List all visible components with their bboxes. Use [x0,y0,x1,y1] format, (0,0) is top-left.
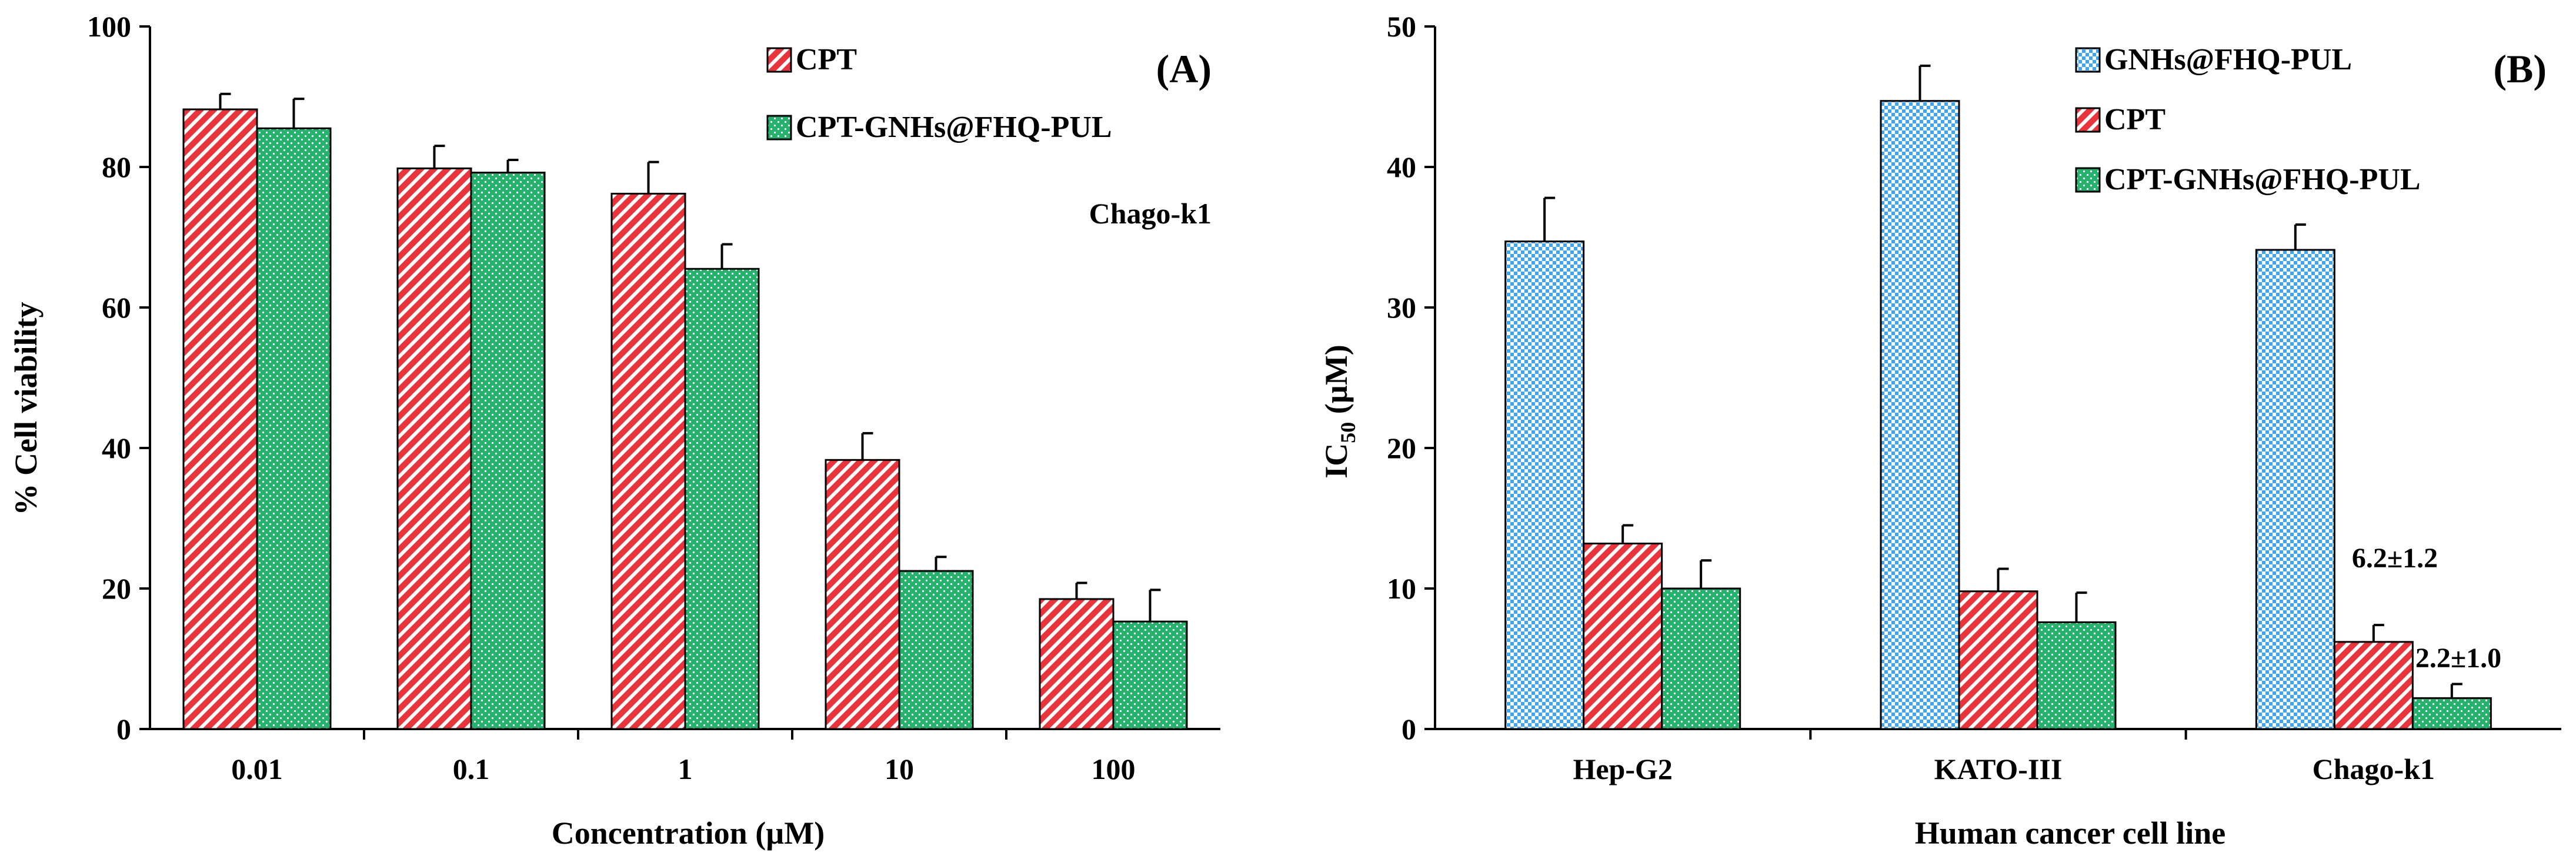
panel-a-legend-swatch-cpt-gnhs-fhq-pul [766,115,792,141]
panel-b-x-tick-label: Chago-k1 [2313,753,2435,785]
panel-b-bar-cpt-gnhs-fhq-pul-kato-iii [2036,621,2117,730]
panel-b-x-tick-label: KATO-III [1934,753,2063,785]
panel-a-annotation: Chago-k1 [1089,197,1212,230]
panel-b-ylabel: IC50 (µM) [1319,345,1360,479]
panel-b-y-tick-label: 30 [1387,291,1416,324]
panel-a-ylabel: % Cell viability [8,302,44,516]
panel-a-y-tick-label: 100 [87,10,131,43]
panel-b-legend-label-gnhs-fhq-pul: GNHs@FHQ-PUL [2104,43,2352,76]
panel-b-bar-cpt-kato-iii [1958,590,2038,730]
panel-a-y-tick-label: 60 [102,291,131,324]
panel-a-bar-cpt-gnhs-fhq-pul-1 [684,268,760,730]
panel-b-bar-cpt-gnhs-fhq-pul-chago-k1 [2411,697,2492,730]
panel-b: 0 10 20 30 40 50 Hep-G2 KATO-III Chago-k1 GNHs@FH… [1319,10,2561,851]
panel-a-x-tick-label: 0.1 [453,753,490,785]
panel-a-bar-cpt-gnhs-fhq-pul-0-1 [470,172,546,730]
panel-b-annotation-cpt-gnhs: 2.2±1.0 [2415,643,2501,674]
panel-a-bar-cpt-gnhs-fhq-pul-0-01 [256,127,332,730]
panel-a-x-tick-label: 1 [678,753,693,785]
panel-b-y-tick-label: 40 [1387,151,1416,183]
panel-b-bar-cpt-gnhs-fhq-pul-hep-g2 [1661,587,1741,730]
panel-a-plot: 0 20 40 60 80 100 0.01 0.1 1 10 100 CPT CPT-GNHs@FHQ… [87,10,1220,785]
panel-a-y-tick-label: 0 [116,713,131,745]
panel-b-y-tick-label: 10 [1387,572,1416,605]
panel-a-xlabel: Concentration (µM) [552,815,825,851]
panel-a-bar-cpt-gnhs-fhq-pul-100 [1112,620,1188,730]
panel-a-bar-cpt-100 [1039,598,1115,730]
panel-b-legend-label-cpt: CPT [2104,103,2165,136]
panel-b-bar-gnhs-fhq-pul-hep-g2 [1504,240,1585,730]
panel-a-bar-cpt-0-01 [182,108,258,730]
panel-a-bar-cpt-1 [610,192,686,730]
panel-a-label: (A) [1156,46,1212,91]
panel-a: 0 20 40 60 80 100 0.01 0.1 1 10 100 CPT CPT-GNHs@FHQ… [8,10,1220,851]
panel-b-legend-swatch-cpt-gnhs-fhq-pul [2075,167,2101,193]
panel-b-legend-swatch-cpt [2075,107,2101,133]
panel-a-bar-cpt-gnhs-fhq-pul-10 [898,570,974,730]
panel-a-x-tick-label: 100 [1092,753,1136,785]
panel-b-y-tick-label: 20 [1387,432,1416,464]
panel-b-legend-label-cpt-gnhs-fhq-pul: CPT-GNHs@FHQ-PUL [2104,163,2421,196]
panel-b-plot: 0 10 20 30 40 50 Hep-G2 KATO-III Chago-k1 GNHs@FH… [1387,10,2561,785]
panel-b-xlabel: Human cancer cell line [1915,815,2225,851]
panel-a-x-tick-label: 0.01 [231,753,283,785]
panel-b-annotation-cpt: 6.2±1.2 [2352,543,2438,574]
panel-a-legend-label-cpt: CPT [796,43,857,76]
panel-b-bar-cpt-chago-k1 [2333,641,2414,730]
panel-a-y-tick-label: 20 [102,572,131,605]
panel-b-ylabel-unit: (µM) [1319,345,1354,422]
panel-b-x-tick-label: Hep-G2 [1573,753,1672,785]
panel-b-y-tick-label: 0 [1402,713,1416,745]
panel-b-ylabel-sub: 50 [1336,422,1360,443]
panel-a-bar-cpt-10 [825,459,900,730]
panel-a-bar-cpt-0-1 [396,167,472,730]
panel-b-bar-gnhs-fhq-pul-kato-iii [1880,100,1960,730]
panel-b-legend-swatch-gnhs-fhq-pul [2075,47,2101,73]
panel-a-x-tick-label: 10 [885,753,914,785]
panel-b-label: (B) [2493,46,2547,91]
panel-b-ylabel-main: IC [1319,443,1354,479]
panel-b-bar-gnhs-fhq-pul-chago-k1 [2255,249,2335,730]
panel-a-legend-label-cpt-gnhs-fhq-pul: CPT-GNHs@FHQ-PUL [796,111,1112,144]
panel-b-y-tick-label: 50 [1387,10,1416,43]
panel-a-y-tick-label: 80 [102,151,131,183]
panel-b-bar-cpt-hep-g2 [1583,543,1663,730]
panel-a-y-tick-label: 40 [102,432,131,464]
panel-a-legend-swatch-cpt [766,47,792,73]
